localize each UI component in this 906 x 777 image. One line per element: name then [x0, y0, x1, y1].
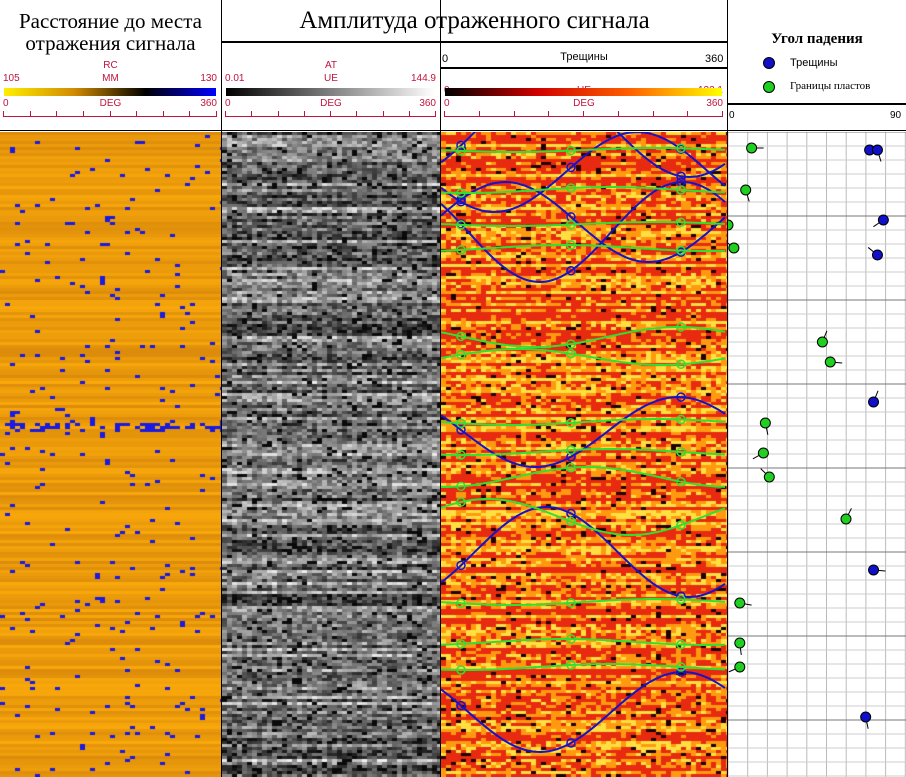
- amplitude-gray-image: [222, 132, 440, 777]
- top-max: 360: [705, 53, 724, 65]
- dip-title: Угол падения: [771, 31, 863, 47]
- mnemonic: AT: [324, 60, 338, 71]
- az-max: 360: [419, 98, 436, 109]
- legend-green-icon: [763, 81, 775, 93]
- track1-title: Расстояние до места отражения сигнала: [19, 9, 202, 56]
- unit: MM: [102, 73, 119, 84]
- bed-boundary-sinusoid: [441, 598, 726, 606]
- az-max: 360: [706, 98, 723, 109]
- fracture-sinusoid: [441, 671, 726, 754]
- scale-max: 130: [200, 73, 217, 84]
- fracture-sinusoid: [441, 132, 726, 179]
- bed-boundary-point: [734, 661, 746, 673]
- scale-min: 105: [3, 73, 20, 84]
- fracture-sinusoid: [441, 180, 726, 284]
- fracture-point: [871, 249, 883, 261]
- unit: UE: [324, 73, 338, 84]
- legend-blue-icon: [763, 57, 775, 69]
- color-scale-bar: [4, 88, 216, 96]
- fracture-point: [868, 396, 880, 408]
- az-max: 360: [200, 98, 217, 109]
- amplitude-title: Амплитуда отраженного сигнала: [299, 7, 650, 34]
- color-scale-bar: [226, 88, 435, 96]
- dip-plot: [728, 132, 906, 777]
- bed-boundary-point: [816, 336, 828, 348]
- fracture-point: [860, 711, 872, 723]
- fracture-point: [868, 564, 880, 576]
- bed-boundary-point: [757, 447, 769, 459]
- dip-axis-max: 90: [890, 110, 902, 121]
- bed-boundary-point: [746, 142, 758, 154]
- bed-boundary-sinusoid: [441, 348, 726, 366]
- bed-boundary-sinusoid: [441, 466, 726, 488]
- bed-boundary-point: [734, 597, 746, 609]
- bed-boundary-sinusoid: [441, 448, 726, 456]
- az-min: 0: [3, 98, 9, 109]
- dip-axis-min: 0: [729, 110, 735, 121]
- az-unit: DEG: [573, 98, 595, 109]
- az-min: 0: [225, 98, 231, 109]
- bed-boundary-sinusoid: [441, 186, 726, 194]
- az-unit: DEG: [320, 98, 342, 109]
- mnemonic: RC: [103, 60, 118, 71]
- fracture-point: [877, 214, 889, 226]
- bed-boundary-sinusoid: [441, 663, 726, 671]
- sinusoid-overlay: [441, 132, 726, 754]
- az-unit: DEG: [99, 98, 122, 109]
- scale-min: 0.01: [225, 73, 245, 84]
- az-min: 0: [444, 98, 450, 109]
- legend-fractures: Трещины: [790, 57, 838, 69]
- bed-boundary-point: [759, 417, 771, 429]
- bed-boundary-point: [734, 637, 746, 649]
- bed-boundary-point: [824, 356, 836, 368]
- bed-boundary-point: [740, 184, 752, 196]
- bed-boundary-sinusoid: [441, 638, 726, 646]
- scale-max: 144.9: [410, 73, 436, 84]
- bed-boundary-sinusoid: [441, 418, 726, 426]
- bed-boundary-point: [840, 513, 852, 525]
- fractures-label: Трещины: [560, 51, 608, 63]
- fracture-point: [871, 144, 883, 156]
- color-scale-bar: [445, 88, 722, 96]
- legend-boundaries: Границы пластов: [790, 80, 871, 92]
- bed-boundary-point: [728, 219, 734, 231]
- fracture-sinusoid: [441, 505, 726, 599]
- bed-boundary-point: [728, 242, 740, 254]
- bed-boundary-point: [763, 471, 775, 483]
- top-min: 0: [442, 53, 449, 65]
- distance-image: [0, 132, 221, 777]
